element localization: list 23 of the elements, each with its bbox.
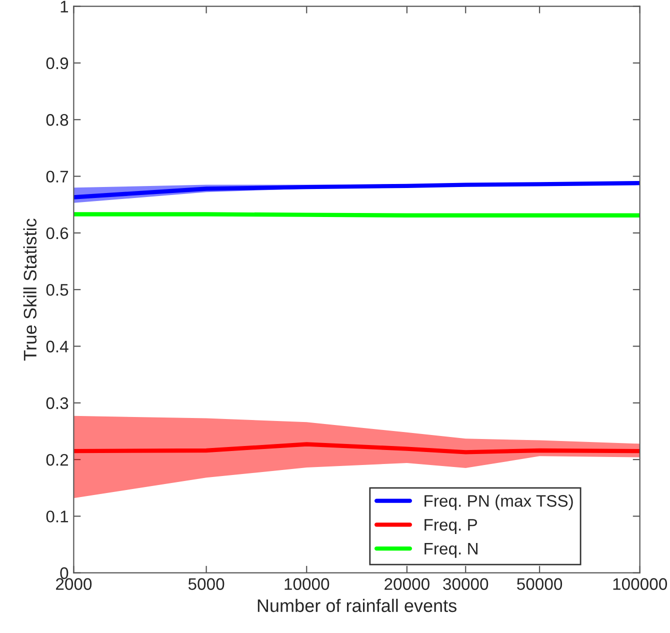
x-tick-label: 20000 bbox=[384, 578, 430, 590]
y-tick-label: 0.5 bbox=[46, 284, 68, 296]
x-tick-label: 100000 bbox=[613, 578, 668, 590]
legend-label: Freq. PN (max TSS) bbox=[424, 494, 573, 510]
y-tick-label: 1 bbox=[60, 0, 68, 12]
y-tick-label: 0.9 bbox=[46, 57, 68, 70]
legend-label: Freq. P bbox=[424, 519, 478, 534]
y-tick-label: 0.1 bbox=[46, 510, 68, 522]
y-tick-label: 0.2 bbox=[46, 454, 68, 466]
x-tick-label: 2000 bbox=[56, 578, 92, 590]
x-tick-label: 10000 bbox=[284, 578, 330, 590]
y-tick-label: 0 bbox=[60, 567, 68, 580]
x-tick-label: 50000 bbox=[517, 578, 562, 590]
y-axis-title: True Skill Statistic bbox=[23, 218, 37, 361]
y-tick-label: 0.3 bbox=[46, 397, 68, 410]
y-tick-label: 0.8 bbox=[46, 114, 68, 126]
y-tick-label: 0.6 bbox=[46, 227, 68, 240]
y-tick-label: 0.4 bbox=[46, 340, 68, 352]
y-tick-label: 0.7 bbox=[46, 170, 68, 182]
x-tick-label: 5000 bbox=[188, 578, 224, 590]
x-tick-label: 30000 bbox=[443, 578, 488, 590]
legend-label: Freq. N bbox=[424, 542, 478, 558]
x-axis-title: Number of rainfall events bbox=[258, 598, 456, 612]
